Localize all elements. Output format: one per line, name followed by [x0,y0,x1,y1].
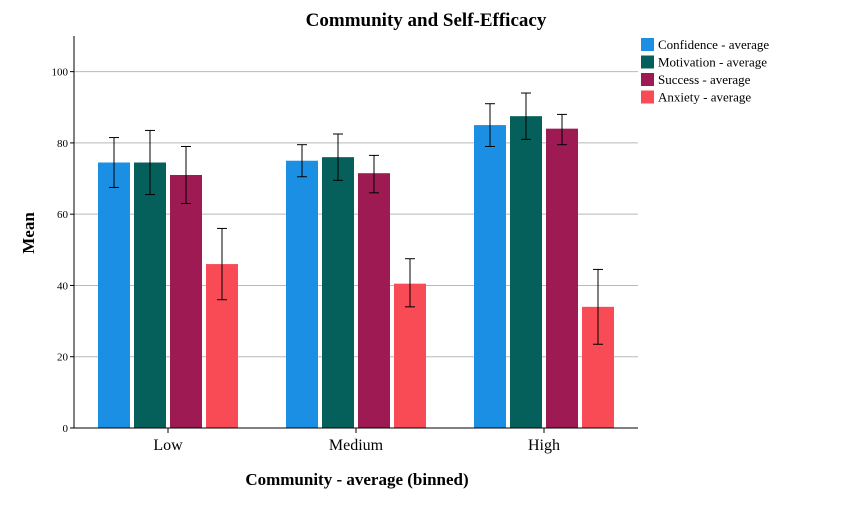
bar [98,162,130,428]
x-tick-label: High [528,437,560,454]
y-tick-label: 20 [57,352,69,364]
legend-label: Success - average [658,72,751,87]
bar [510,116,542,428]
legend: Confidence - average Motivation - average… [641,37,769,105]
bar [170,174,202,428]
chart-title: Community and Self-Efficacy [306,10,547,31]
axes: 0 20 40 60 80 100 Low Medium High [52,36,638,454]
legend-swatch [641,90,654,104]
x-tick-label: Medium [329,437,384,454]
y-tick-label: 40 [57,280,69,292]
y-tick-label: 60 [57,209,69,221]
legend-label: Anxiety - average [658,90,751,105]
bar [286,160,318,428]
y-axis-title: Mean [19,212,38,254]
legend-swatch [641,55,654,69]
bar [546,128,578,428]
legend-label: Motivation - average [658,55,767,70]
bar [394,283,426,428]
legend-label: Confidence - average [658,37,769,52]
gridlines [74,71,638,358]
legend-swatch [641,73,654,86]
bar [322,157,354,428]
bar [358,173,390,428]
y-tick-label: 80 [57,138,69,150]
bar [474,125,506,428]
legend-swatch [641,38,654,51]
bars [98,116,614,428]
y-tick-label: 0 [63,423,69,435]
x-tick-label: Low [153,437,183,454]
bar [134,162,166,428]
x-axis-title: Community - average (binned) [245,470,468,489]
error-bars [109,92,603,345]
y-tick-label: 100 [52,67,69,79]
